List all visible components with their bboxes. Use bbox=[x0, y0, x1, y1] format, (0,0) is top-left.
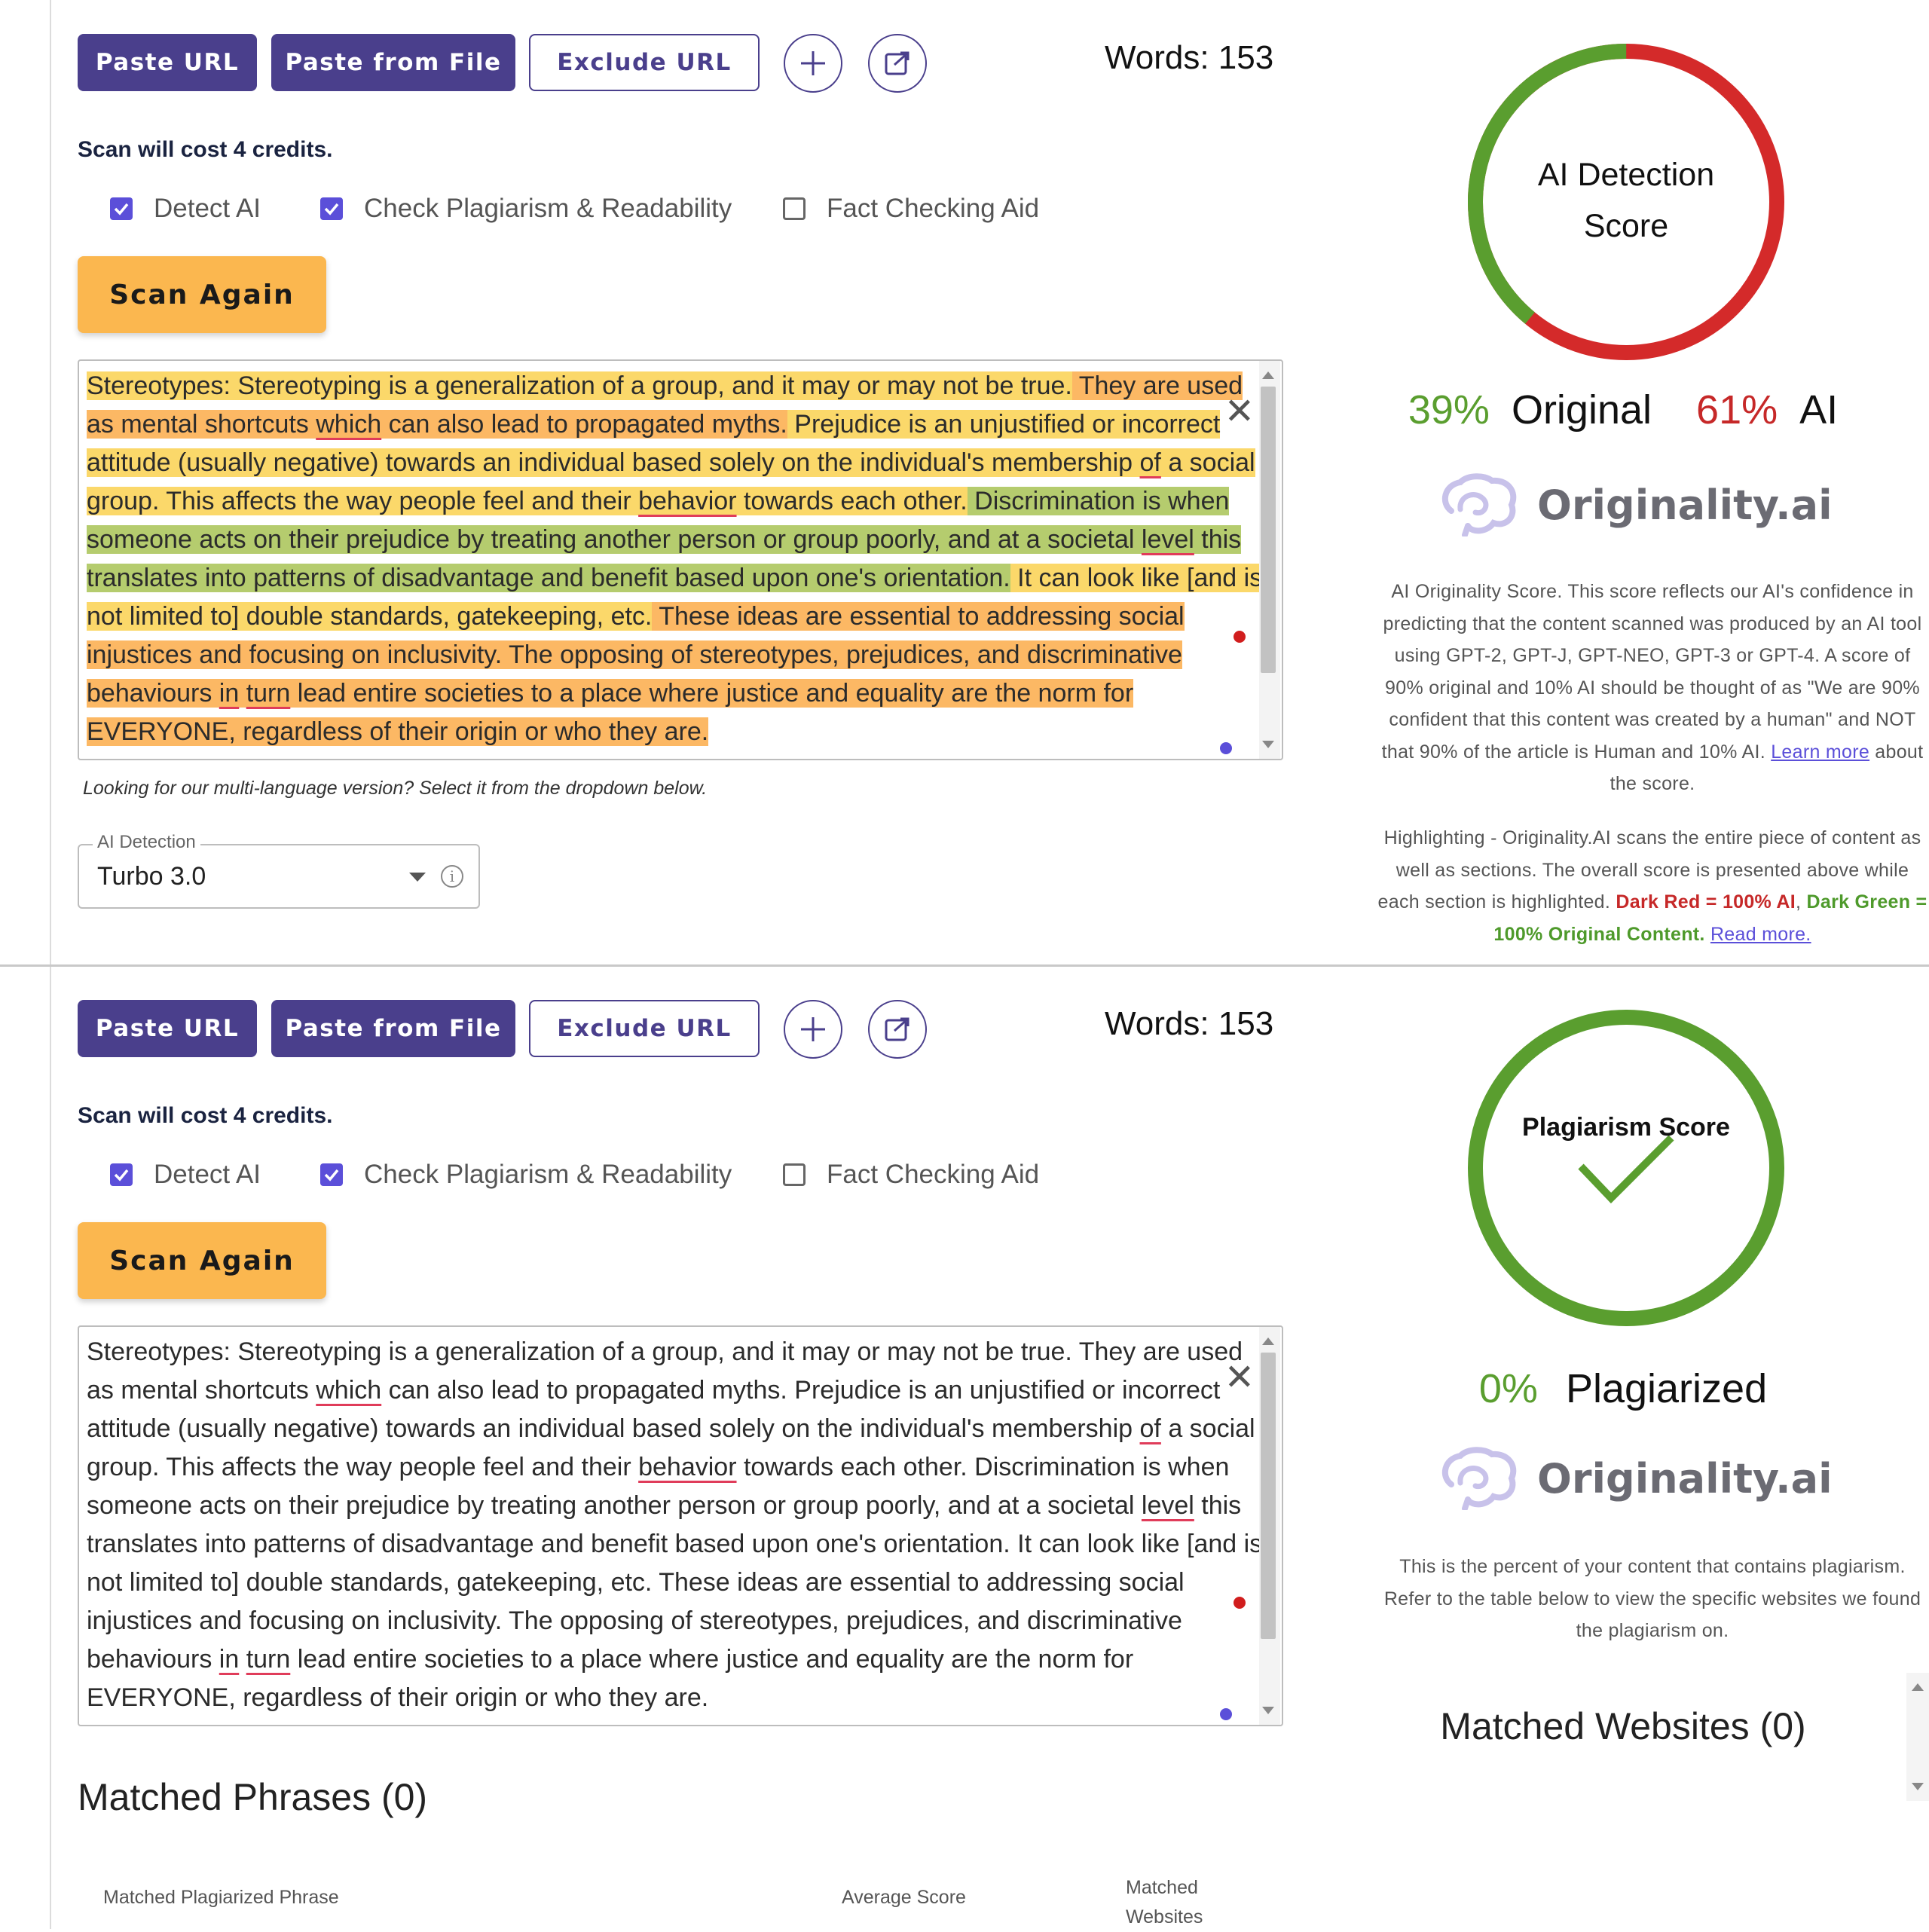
paste-url-button[interactable]: Paste URL bbox=[78, 34, 257, 91]
original-percent: 39% bbox=[1408, 387, 1490, 433]
scrollbar[interactable] bbox=[1259, 361, 1280, 759]
share-button[interactable] bbox=[868, 34, 927, 93]
fact-checking-option[interactable]: Fact Checking Aid bbox=[783, 1158, 1039, 1191]
grammar-dot-icon[interactable] bbox=[1234, 1597, 1246, 1609]
ai-score-panel: AI Detection Score 39% Original 61% AI O… bbox=[1317, 0, 1929, 964]
checkbox-empty-icon[interactable] bbox=[783, 1163, 806, 1186]
scroll-down-icon[interactable] bbox=[1262, 1707, 1274, 1714]
grammar-dot-icon[interactable] bbox=[1234, 631, 1246, 643]
plagiarism-score-panel: Plagiarism Score 0% Plagiarized Original… bbox=[1317, 966, 1929, 1930]
share-icon bbox=[885, 51, 909, 75]
option-label: Detect AI bbox=[154, 1160, 261, 1189]
add-button[interactable] bbox=[784, 34, 842, 93]
gauge-original-arc bbox=[1468, 44, 1784, 360]
brand-logo: Originality.ai bbox=[1438, 1447, 1833, 1510]
scroll-down-icon[interactable] bbox=[1262, 741, 1274, 748]
checkbox-empty-icon[interactable] bbox=[783, 197, 806, 220]
option-label: Fact Checking Aid bbox=[827, 1160, 1040, 1189]
matched-phrases-heading: Matched Phrases (0) bbox=[78, 1776, 428, 1818]
plagiarism-panel: Paste URL Paste from File Exclude URL Wo… bbox=[51, 966, 1929, 1930]
share-icon bbox=[885, 1017, 909, 1041]
checkbox-checked-icon[interactable] bbox=[110, 1163, 133, 1186]
add-button[interactable] bbox=[784, 1000, 842, 1059]
brain-icon bbox=[1441, 1447, 1517, 1510]
ai-score-gauge bbox=[1468, 44, 1784, 360]
option-label: Check Plagiarism & Readability bbox=[364, 1160, 732, 1189]
content-textarea[interactable]: Stereotypes: Stereotyping is a generaliz… bbox=[78, 359, 1283, 760]
ai-score-summary: 39% Original 61% AI bbox=[1317, 387, 1929, 433]
plagiarism-score-gauge bbox=[1468, 1010, 1784, 1326]
exclude-url-button[interactable]: Exclude URL bbox=[529, 34, 760, 91]
option-label: Detect AI bbox=[154, 194, 261, 223]
ai-percent: 61% bbox=[1696, 387, 1778, 433]
plus-icon bbox=[801, 1017, 825, 1041]
option-label: Check Plagiarism & Readability bbox=[364, 194, 732, 223]
scan-again-button[interactable]: Scan Again bbox=[78, 1222, 326, 1299]
check-plagiarism-option[interactable]: Check Plagiarism & Readability bbox=[320, 192, 732, 225]
scroll-up-icon[interactable] bbox=[1262, 371, 1274, 379]
side-scrollbar[interactable] bbox=[1906, 1673, 1929, 1801]
checkbox-checked-icon[interactable] bbox=[110, 197, 133, 220]
checkbox-checked-icon[interactable] bbox=[320, 1163, 343, 1186]
clear-text-icon[interactable]: ✕ bbox=[1224, 392, 1255, 432]
column-header-score: Average Score bbox=[842, 1887, 966, 1908]
plain-text: Stereotypes: Stereotyping is a generaliz… bbox=[87, 1337, 1263, 1712]
checkmark-icon bbox=[1578, 1135, 1674, 1204]
scan-cost: Scan will cost 4 credits. bbox=[78, 137, 333, 162]
scrollbar-thumb[interactable] bbox=[1261, 387, 1276, 673]
fact-checking-option[interactable]: Fact Checking Aid bbox=[783, 192, 1039, 225]
gauge-title: AI Detection Score bbox=[1537, 157, 1715, 244]
assistant-dot-icon[interactable] bbox=[1220, 742, 1232, 754]
ai-score-description: AI Originality Score. This score reflect… bbox=[1381, 581, 1924, 794]
plagiarism-description: This is the percent of your content that… bbox=[1383, 1556, 1921, 1641]
plagiarized-label: Plagiarized bbox=[1565, 1366, 1768, 1411]
word-count: Words: 153 bbox=[1105, 39, 1274, 76]
paste-url-button[interactable]: Paste URL bbox=[78, 1000, 257, 1057]
scan-cost: Scan will cost 4 credits. bbox=[78, 1103, 333, 1128]
detect-ai-option[interactable]: Detect AI bbox=[110, 192, 261, 225]
scrollbar-thumb[interactable] bbox=[1261, 1353, 1276, 1639]
brain-icon bbox=[1441, 473, 1517, 536]
assistant-dot-icon[interactable] bbox=[1220, 1708, 1232, 1720]
select-label: AI Detection bbox=[93, 832, 200, 853]
panel-divider bbox=[0, 964, 1929, 967]
plus-icon bbox=[801, 51, 825, 75]
option-label: Fact Checking Aid bbox=[827, 194, 1040, 223]
matched-websites-heading: Matched Websites (0) bbox=[1440, 1705, 1806, 1747]
select-value: Turbo 3.0 bbox=[97, 862, 206, 891]
exclude-url-button[interactable]: Exclude URL bbox=[529, 1000, 760, 1057]
share-button[interactable] bbox=[868, 1000, 927, 1059]
chevron-down-icon[interactable] bbox=[409, 873, 426, 882]
gauge-title: Plagiarism Score bbox=[1522, 1113, 1730, 1142]
ai-detection-panel: Paste URL Paste from File Exclude URL Wo… bbox=[51, 0, 1929, 964]
paste-from-file-button[interactable]: Paste from File bbox=[271, 34, 515, 91]
learn-more-link[interactable]: Learn more bbox=[1771, 741, 1870, 763]
column-header-websites: Matched Websites bbox=[1126, 1877, 1203, 1927]
column-header-phrase: Matched Plagiarized Phrase bbox=[103, 1887, 339, 1908]
ai-label: AI bbox=[1799, 387, 1839, 433]
highlighted-text: Stereotypes: Stereotyping is a generaliz… bbox=[87, 371, 1263, 746]
highlighting-description: Highlighting - Originality.AI scans the … bbox=[1377, 827, 1927, 945]
original-label: Original bbox=[1511, 387, 1652, 433]
checkbox-checked-icon[interactable] bbox=[320, 197, 343, 220]
clear-text-icon[interactable]: ✕ bbox=[1224, 1358, 1255, 1398]
read-more-link[interactable]: Read more. bbox=[1710, 923, 1811, 945]
gauge-ring bbox=[1468, 1010, 1784, 1326]
brand-logo: Originality.ai bbox=[1438, 473, 1833, 536]
check-plagiarism-option[interactable]: Check Plagiarism & Readability bbox=[320, 1158, 732, 1191]
scroll-down-icon[interactable] bbox=[1912, 1783, 1924, 1790]
info-icon[interactable]: i bbox=[441, 865, 463, 888]
paste-from-file-button[interactable]: Paste from File bbox=[271, 1000, 515, 1057]
multilang-note: Looking for our multi-language version? … bbox=[83, 778, 708, 799]
ai-model-select[interactable]: AI Detection Turbo 3.0 i bbox=[78, 832, 480, 909]
scan-again-button[interactable]: Scan Again bbox=[78, 256, 326, 333]
detect-ai-option[interactable]: Detect AI bbox=[110, 1158, 261, 1191]
word-count: Words: 153 bbox=[1105, 1005, 1274, 1042]
scroll-up-icon[interactable] bbox=[1912, 1683, 1924, 1691]
scrollbar[interactable] bbox=[1259, 1327, 1280, 1725]
content-textarea[interactable]: Stereotypes: Stereotyping is a generaliz… bbox=[78, 1325, 1283, 1726]
plagiarized-percent: 0% bbox=[1478, 1366, 1538, 1411]
scroll-up-icon[interactable] bbox=[1262, 1337, 1274, 1345]
plagiarism-summary: 0% Plagiarized bbox=[1317, 1365, 1929, 1412]
